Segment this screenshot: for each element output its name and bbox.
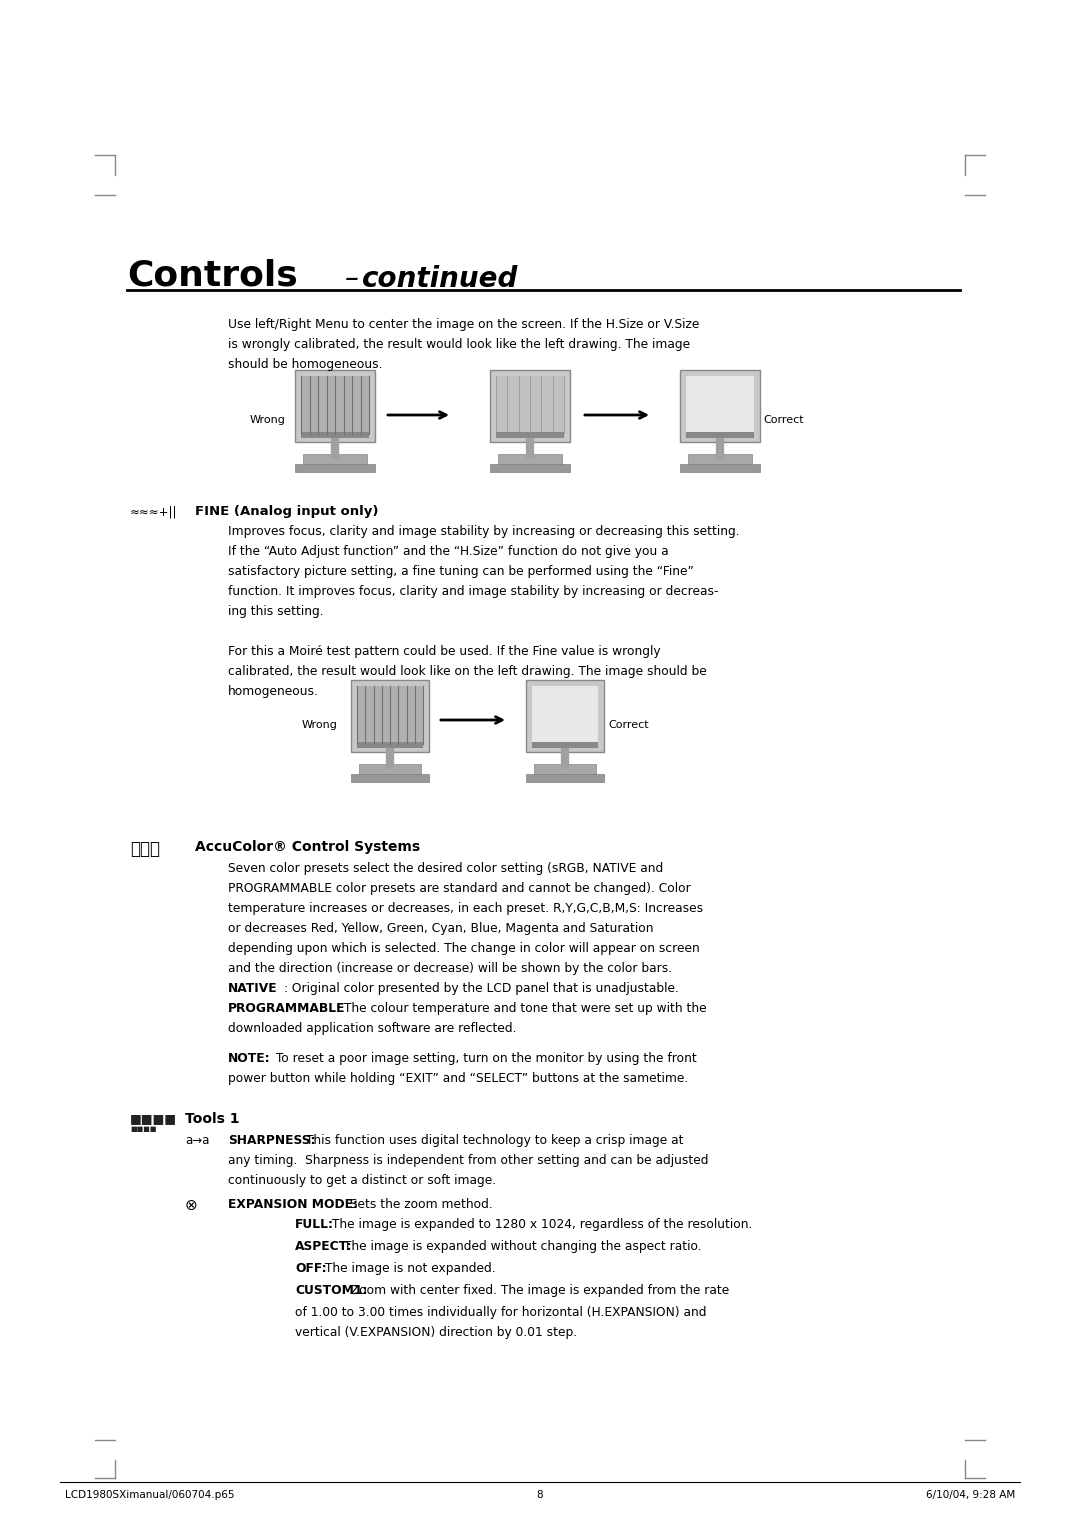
Text: ⊗: ⊗ [185, 1198, 198, 1213]
Text: Use left/Right Menu to center the image on the screen. If the H.Size or V.Size: Use left/Right Menu to center the image … [228, 318, 700, 332]
Text: NOTE:: NOTE: [228, 1051, 271, 1065]
Bar [496, 432, 564, 439]
Bar [301, 376, 369, 434]
Text: or decreases Red, Yellow, Green, Cyan, Blue, Magenta and Saturation: or decreases Red, Yellow, Green, Cyan, B… [228, 921, 653, 935]
Text: FULL:: FULL: [295, 1218, 334, 1232]
Text: satisfactory picture setting, a fine tuning can be performed using the “Fine”: satisfactory picture setting, a fine tun… [228, 565, 693, 578]
Text: PROGRAMMABLE color presets are standard and cannot be changed). Color: PROGRAMMABLE color presets are standard … [228, 882, 691, 895]
Text: 8: 8 [537, 1490, 543, 1500]
Text: OFF:: OFF: [295, 1262, 326, 1274]
Bar [688, 454, 752, 465]
Text: should be homogeneous.: should be homogeneous. [228, 358, 382, 371]
Text: ≈≈≈+||: ≈≈≈+|| [130, 504, 177, 518]
Text: ■■■■: ■■■■ [130, 1126, 157, 1132]
Bar [496, 376, 564, 434]
Text: 6/10/04, 9:28 AM: 6/10/04, 9:28 AM [926, 1490, 1015, 1500]
Text: continued: continued [362, 264, 518, 293]
Text: CUSTOM1:: CUSTOM1: [295, 1284, 367, 1297]
Text: ⓇⒼⒷ: ⓇⒼⒷ [130, 840, 160, 859]
Text: To reset a poor image setting, turn on the monitor by using the front: To reset a poor image setting, turn on t… [272, 1051, 697, 1065]
Text: Improves focus, clarity and image stability by increasing or decreasing this set: Improves focus, clarity and image stabil… [228, 526, 740, 538]
Text: Tools 1: Tools 1 [185, 1112, 240, 1126]
Bar [532, 743, 598, 749]
Bar [351, 775, 429, 782]
Text: a→a: a→a [185, 1134, 210, 1148]
Text: any timing.  Sharpness is independent from other setting and can be adjusted: any timing. Sharpness is independent fro… [228, 1154, 708, 1167]
Text: SHARPNESS:: SHARPNESS: [228, 1134, 315, 1148]
Text: Correct: Correct [762, 416, 804, 425]
Bar [498, 454, 562, 465]
Text: temperature increases or decreases, in each preset. R,Y,G,C,B,M,S: Increases: temperature increases or decreases, in e… [228, 902, 703, 915]
Bar [295, 465, 375, 472]
Text: The image is not expanded.: The image is not expanded. [321, 1262, 496, 1274]
Bar [686, 432, 754, 439]
Text: downloaded application software are reflected.: downloaded application software are refl… [228, 1022, 516, 1034]
Text: ing this setting.: ing this setting. [228, 605, 324, 617]
Bar [295, 370, 375, 442]
Text: This function uses digital technology to keep a crisp image at: This function uses digital technology to… [302, 1134, 684, 1148]
Text: vertical (V.EXPANSION) direction by 0.01 step.: vertical (V.EXPANSION) direction by 0.01… [295, 1326, 577, 1339]
Text: homogeneous.: homogeneous. [228, 685, 319, 698]
Text: : Original color presented by the LCD panel that is unadjustable.: : Original color presented by the LCD pa… [284, 983, 679, 995]
Bar [532, 686, 598, 744]
Text: function. It improves focus, clarity and image stability by increasing or decrea: function. It improves focus, clarity and… [228, 585, 718, 597]
Text: EXPANSION MODE:: EXPANSION MODE: [228, 1198, 357, 1212]
Text: Sets the zoom method.: Sets the zoom method. [346, 1198, 492, 1212]
Bar [357, 743, 423, 749]
Bar [526, 680, 604, 752]
Text: of 1.00 to 3.00 times individually for horizontal (H.EXPANSION) and: of 1.00 to 3.00 times individually for h… [295, 1306, 706, 1319]
Bar [351, 680, 429, 752]
Text: depending upon which is selected. The change in color will appear on screen: depending upon which is selected. The ch… [228, 941, 700, 955]
Text: : The colour temperature and tone that were set up with the: : The colour temperature and tone that w… [336, 1002, 706, 1015]
Text: Zoom with center fixed. The image is expanded from the rate: Zoom with center fixed. The image is exp… [347, 1284, 729, 1297]
Text: Controls: Controls [127, 258, 298, 292]
Bar [490, 465, 570, 472]
Text: Correct: Correct [608, 720, 649, 730]
Bar [686, 376, 754, 434]
Text: is wrongly calibrated, the result would look like the left drawing. The image: is wrongly calibrated, the result would … [228, 338, 690, 351]
Bar [680, 465, 760, 472]
Text: The image is expanded to 1280 x 1024, regardless of the resolution.: The image is expanded to 1280 x 1024, re… [327, 1218, 752, 1232]
Bar [680, 370, 760, 442]
Text: LCD1980SXimanual/060704.p65: LCD1980SXimanual/060704.p65 [65, 1490, 234, 1500]
Bar [490, 370, 570, 442]
Text: –: – [345, 264, 359, 293]
Text: FINE (Analog input only): FINE (Analog input only) [195, 504, 378, 518]
Bar [534, 764, 596, 775]
Bar [303, 454, 367, 465]
Text: The image is expanded without changing the aspect ratio.: The image is expanded without changing t… [340, 1241, 702, 1253]
Text: PROGRAMMABLE: PROGRAMMABLE [228, 1002, 346, 1015]
Bar [301, 432, 369, 439]
Text: ASPECT:: ASPECT: [295, 1241, 352, 1253]
Text: AccuColor® Control Systems: AccuColor® Control Systems [195, 840, 420, 854]
Text: If the “Auto Adjust function” and the “H.Size” function do not give you a: If the “Auto Adjust function” and the “H… [228, 545, 669, 558]
Bar [526, 775, 604, 782]
Text: continuously to get a distinct or soft image.: continuously to get a distinct or soft i… [228, 1174, 496, 1187]
Bar [357, 686, 423, 744]
Text: calibrated, the result would look like on the left drawing. The image should be: calibrated, the result would look like o… [228, 665, 706, 678]
Bar [359, 764, 421, 775]
Text: Seven color presets select the desired color setting (sRGB, NATIVE and: Seven color presets select the desired c… [228, 862, 663, 876]
Text: power button while holding “EXIT” and “SELECT” buttons at the sametime.: power button while holding “EXIT” and “S… [228, 1073, 688, 1085]
Text: NATIVE: NATIVE [228, 983, 278, 995]
Text: For this a Moiré test pattern could be used. If the Fine value is wrongly: For this a Moiré test pattern could be u… [228, 645, 661, 659]
Text: Wrong: Wrong [302, 720, 338, 730]
Text: Wrong: Wrong [249, 416, 285, 425]
Text: and the direction (increase or decrease) will be shown by the color bars.: and the direction (increase or decrease)… [228, 963, 672, 975]
Text: ■■■■: ■■■■ [130, 1112, 177, 1125]
